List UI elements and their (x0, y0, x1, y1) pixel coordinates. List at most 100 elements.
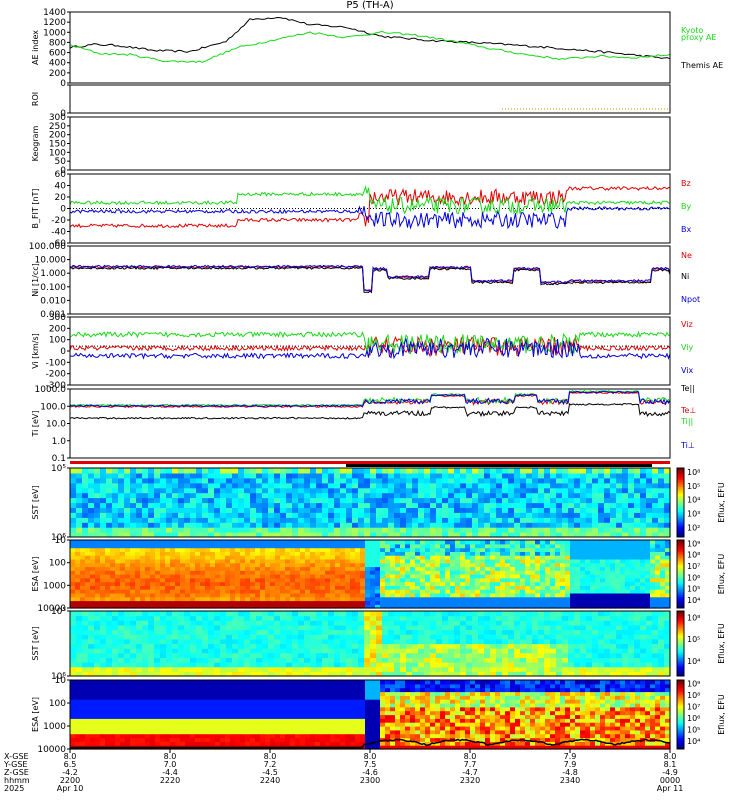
esa-e-cell (430, 570, 436, 575)
sst-i-cell (268, 666, 275, 672)
sst-i-cell (286, 629, 293, 635)
sst-i-cell (550, 634, 557, 640)
esa-e-cell (500, 585, 506, 590)
esa-e-cell (475, 562, 481, 568)
sst-i-cell (502, 643, 509, 649)
sst-i-cell (580, 652, 587, 658)
sst-i-cell (256, 648, 263, 654)
esa-e-cell (215, 562, 221, 568)
esa-e-cell (370, 543, 376, 549)
sst-e-cell (310, 532, 317, 538)
esa-e-cell (325, 555, 331, 560)
esa-e-cell (410, 600, 416, 605)
sst-i-cell (88, 652, 95, 658)
sst-e-cell (286, 507, 293, 513)
sst-i-cell (436, 638, 443, 645)
sst-i-cell (76, 620, 83, 626)
sst-e-cell (184, 502, 191, 508)
sst-i-cell (544, 662, 551, 668)
esa-e-cell (575, 589, 581, 594)
esa-e-cell (400, 589, 406, 594)
sst-e-cell (202, 468, 209, 474)
esa-e-cell (205, 574, 211, 579)
esa-e-cell (465, 540, 471, 545)
sst-i-cell (232, 662, 239, 668)
sst-e-cell (112, 468, 119, 474)
sst-i-cell (502, 611, 509, 617)
esa-e-cell (115, 592, 121, 598)
esa-e-cell (570, 540, 576, 545)
sst-i-cell (190, 648, 197, 654)
sst-e-cell (214, 507, 221, 513)
sst-e-cell (142, 468, 149, 474)
sst-i-cell (274, 666, 281, 672)
esa-e-cell (110, 574, 116, 579)
sst-i-cell (616, 615, 623, 621)
sst-i-cell (316, 652, 323, 658)
esa-e-cell (535, 574, 541, 579)
sst-i-cell (394, 611, 401, 617)
sst-e-cell (298, 532, 305, 538)
sst-e-cell (178, 472, 185, 479)
sst-i-cell (298, 671, 305, 677)
esa-e-cell (290, 585, 296, 590)
sst-i-cell (538, 615, 545, 621)
esa-e-cell (450, 596, 456, 602)
sst-i-cell (274, 615, 281, 621)
sst-i-cell (274, 671, 281, 677)
esa-e-cell (565, 592, 571, 598)
sst-e-cell (70, 502, 77, 508)
esa-e-cell (195, 551, 201, 556)
sst-e-cell (532, 492, 539, 499)
esa-e-cell (580, 566, 586, 571)
sst-i-cell (568, 611, 575, 617)
esa-e-cell (245, 585, 251, 590)
sst-e-cell (340, 517, 347, 523)
sst-e-cell (274, 527, 281, 533)
sst-e-cell (442, 497, 449, 504)
sst-i-cell (286, 662, 293, 668)
esa-e-cell (310, 589, 316, 594)
esa-e-cell (250, 566, 256, 571)
sst-e-cell (94, 497, 101, 504)
sst-e-cell (82, 482, 89, 489)
sst-e-cell (256, 502, 263, 508)
sst-e-cell (532, 487, 539, 494)
esa-e-cell (230, 566, 236, 571)
sst-e-cell (274, 522, 281, 528)
sst-e-cell (268, 512, 275, 518)
esa-e-cell (140, 585, 146, 590)
sst-i-cell (364, 638, 371, 645)
sst-e-cell (514, 492, 521, 499)
sst-e-cell (160, 477, 167, 484)
sst-e-cell (604, 502, 611, 508)
sst-e-cell (184, 472, 191, 479)
sst-i-cell (310, 652, 317, 658)
sst-e-cell (592, 522, 599, 528)
esa-e-cell (665, 596, 671, 602)
sst-e-cell (220, 507, 227, 513)
esa-e-cell (625, 558, 631, 564)
sst-i-cell (466, 657, 473, 663)
esa-e-cell (475, 600, 481, 605)
sst-i-cell (298, 620, 305, 626)
esa-e-cell (650, 551, 656, 556)
sst-i-cell (262, 648, 269, 654)
esa-e-cell (280, 585, 286, 590)
sst-i-cell (148, 615, 155, 621)
esa-e-cell (550, 566, 556, 571)
esa-e-cell (540, 543, 546, 549)
esa-e-cell (470, 581, 476, 586)
sst-e-cell (202, 477, 209, 484)
esa-e-cell (420, 574, 426, 579)
esa-e-cell (175, 604, 181, 609)
sst-i-cell (238, 624, 245, 631)
sst-i-cell (466, 611, 473, 617)
sst-e-cell (286, 487, 293, 494)
sst-i-cell (562, 662, 569, 668)
esa-e-cell (625, 566, 631, 571)
esa-e-cell (240, 562, 246, 568)
sst-i-cell (466, 671, 473, 677)
sst-i-cell (100, 662, 107, 668)
sst-i-cell (214, 662, 221, 668)
